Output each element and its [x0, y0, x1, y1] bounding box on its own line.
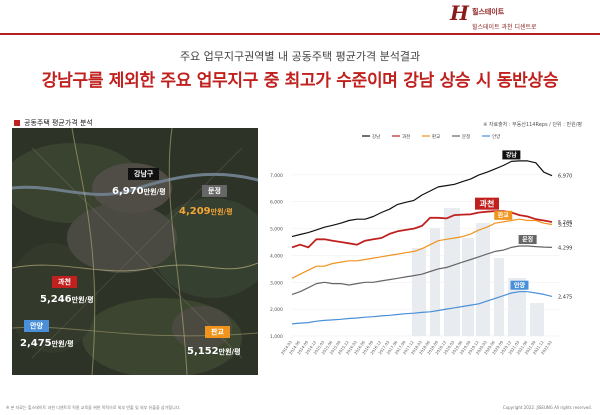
y-tick-label: 3,000 — [270, 280, 283, 286]
copyright: Copyright 2022. JISEUNG All rights reser… — [502, 405, 592, 410]
decor-building — [462, 238, 474, 336]
series-line-3 — [291, 245, 553, 295]
map-price-value: 5,246 — [40, 294, 72, 305]
y-tick-label: 4,000 — [270, 253, 283, 259]
series-tag-box-2 — [494, 210, 513, 220]
logo-mark: H — [450, 1, 469, 25]
region-map: 강남구 6,970만원/평 문정 4,209만원/평 과천 5,246만원/평 안양 2,47… — [12, 128, 258, 375]
map-price-gangnam: 6,970만원/평 — [112, 179, 166, 198]
map-price-value: 2,475 — [20, 338, 52, 349]
map-badge-munjeong: 문정 — [202, 185, 227, 197]
series-end-label: 2,475 — [558, 294, 572, 300]
legend-label: 문정 — [462, 133, 470, 140]
legend-label: 강남 — [372, 133, 380, 140]
decor-building — [412, 248, 426, 336]
page-title: 강남구를 제외한 주요 업무지구 중 최고가 수준이며 강남 상승 시 동반상승 — [41, 71, 559, 91]
map-price-gwacheon: 5,246만원/평 — [40, 287, 94, 306]
series-tag-label: 문정 — [522, 236, 533, 244]
section-label-text: 공동주택 평균가격 분석 — [24, 119, 93, 127]
series-end-label: 4,299 — [558, 245, 572, 251]
series-end-label: 6,970 — [558, 174, 572, 180]
map-price-value: 6,970 — [112, 186, 144, 197]
series-tag-box-4 — [510, 280, 529, 290]
map-price-unit: 만원/평 — [71, 296, 94, 304]
legend-label: 판교 — [432, 133, 440, 140]
map-price-unit: 만원/평 — [143, 188, 166, 196]
decor-building — [444, 208, 460, 336]
bullet-square-icon — [14, 120, 20, 126]
decor-building — [476, 223, 490, 336]
top-bar: H 힐스테이트 힐스테이트 과천 디센트로 — [0, 0, 600, 33]
header-divider — [0, 33, 600, 35]
source-note: ※ 자료출처 : 부동산114Reps / 단위 : 만원/평 — [483, 122, 582, 128]
brand-subtitle: 힐스테이트 과천 디센트로 — [472, 24, 537, 31]
map-price-value: 5,152 — [187, 346, 219, 357]
footer-note: ※ 본 자료는 힐스테이트 과천 디센트로 직원 교육을 위한 목적으로 외부 … — [6, 405, 181, 410]
brand-logo: H 힐스테이트 힐스테이트 과천 디센트로 — [442, 3, 592, 31]
map-price-munjeong: 4,209만원/평 — [179, 199, 233, 218]
series-tag-box-1 — [475, 197, 499, 210]
y-tick-label: 6,000 — [270, 200, 283, 206]
decor-building — [530, 303, 544, 336]
y-tick-label: 5,000 — [270, 227, 283, 233]
y-tick-label: 1,000 — [270, 334, 283, 340]
y-tick-label: 2,000 — [270, 307, 283, 313]
map-badge-pangyo: 판교 — [205, 326, 230, 338]
series-tag-label: 강남 — [506, 151, 518, 159]
series-tag-box-3 — [518, 235, 537, 245]
map-price-unit: 만원/평 — [210, 208, 233, 216]
legend-label: 과천 — [402, 133, 410, 140]
price-trend-chart: 1,0002,0003,0004,0005,0006,0007,0002014.… — [262, 128, 589, 375]
series-end-label: 5,152 — [558, 222, 572, 228]
map-badge-gangnam: 강남구 — [128, 168, 160, 180]
y-tick-label: 7,000 — [270, 173, 283, 179]
map-price-unit: 만원/평 — [51, 340, 74, 348]
series-line-0 — [291, 160, 553, 238]
map-price-anyang: 2,475만원/평 — [20, 331, 74, 350]
series-end-label: 5,246 — [558, 220, 572, 226]
series-tag-label: 과천 — [480, 199, 495, 209]
map-badge-anyang: 안양 — [24, 320, 49, 332]
series-line-2 — [291, 218, 553, 279]
section-label: 공동주택 평균가격 분석 — [14, 118, 93, 128]
map-price-value: 4,209 — [179, 206, 211, 217]
legend-label: 안양 — [492, 133, 500, 140]
brand-name: 힐스테이트 — [472, 8, 505, 16]
map-badge-gwacheon: 과천 — [52, 276, 77, 288]
page-subtitle: 주요 업무지구권역별 내 공동주택 평균가격 분석결과 — [179, 50, 421, 63]
series-tag-box-0 — [502, 150, 521, 160]
map-price-pangyo: 5,152만원/평 — [187, 339, 241, 358]
series-tag-label: 판교 — [498, 211, 510, 219]
map-price-unit: 만원/평 — [218, 348, 241, 356]
series-tag-label: 안양 — [514, 281, 526, 289]
decor-building — [430, 228, 440, 336]
series-line-4 — [291, 291, 553, 325]
